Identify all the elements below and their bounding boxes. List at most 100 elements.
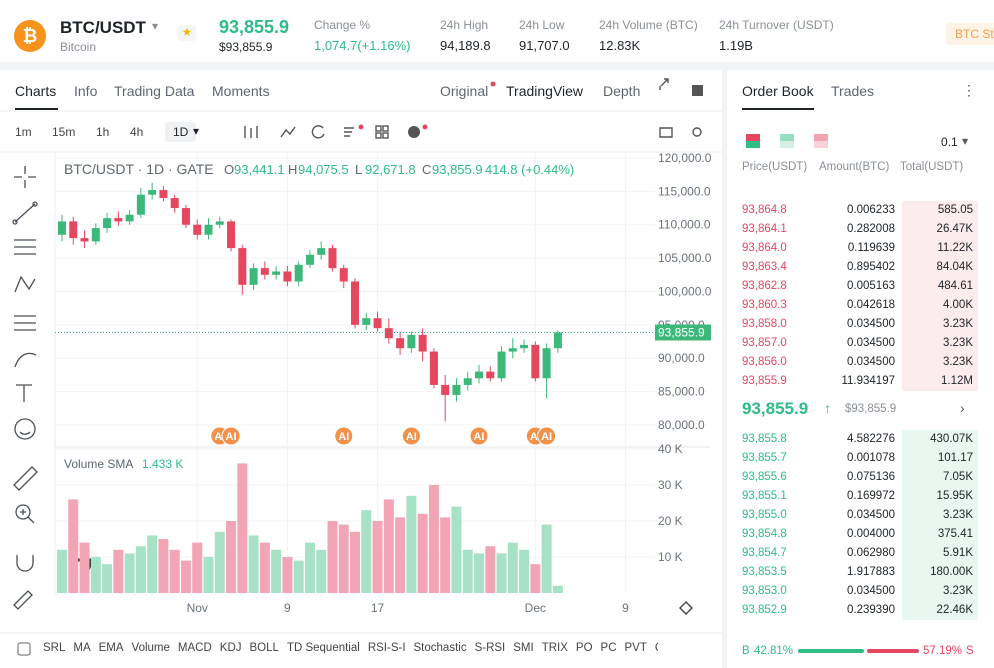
- indicator[interactable]: MA: [73, 642, 91, 654]
- view-tab[interactable]: TradingView: [506, 83, 584, 99]
- ob-cell: 93,855.7: [742, 452, 787, 464]
- ob-cell: 93,854.7: [742, 547, 787, 559]
- volume-title: Volume SMA: [64, 457, 134, 471]
- interval-more[interactable]: ▾: [193, 124, 200, 138]
- candle-body: [249, 268, 258, 285]
- volume-bar: [79, 542, 90, 593]
- ob-depth: [902, 296, 978, 315]
- y-tick-label: 105,000.0: [658, 251, 712, 265]
- volume-bar: [158, 539, 169, 593]
- tag[interactable]: BTC Sta: [946, 23, 994, 45]
- view-tab[interactable]: Depth: [603, 83, 641, 99]
- indicator[interactable]: SRL: [43, 642, 66, 654]
- indicator[interactable]: PVT: [624, 642, 647, 654]
- indicator[interactable]: BOLL: [249, 642, 279, 654]
- volume-tick-label: 10 K: [658, 550, 683, 564]
- ob-depth: [902, 487, 978, 506]
- indicator[interactable]: Volume: [131, 642, 170, 654]
- ob-menu[interactable]: ⋮: [962, 82, 976, 98]
- indicator[interactable]: PO: [575, 642, 593, 654]
- tab[interactable]: Info: [74, 83, 98, 99]
- dropdown[interactable]: ▾: [152, 19, 159, 33]
- volume-value: 1.433 K: [142, 457, 184, 471]
- interval[interactable]: 1m: [15, 125, 32, 139]
- candle-body: [317, 248, 326, 255]
- ob-tab[interactable]: Order Book: [742, 83, 814, 99]
- tab[interactable]: Trading Data: [114, 83, 195, 99]
- indicator[interactable]: Stochastic: [413, 642, 467, 654]
- candle-body: [553, 332, 562, 349]
- ob-depth: [902, 430, 978, 449]
- symbol[interactable]: BTC/USDT: [60, 18, 146, 37]
- y-tick-label: 115,000.0: [658, 184, 711, 198]
- ob-tab[interactable]: Trades: [831, 83, 875, 99]
- indicator[interactable]: SMI: [513, 642, 534, 654]
- indicator[interactable]: S-RSI: [474, 642, 506, 654]
- candle-body: [452, 384, 461, 395]
- stat-value: 12.83K: [599, 38, 641, 53]
- indicator[interactable]: EMA: [98, 642, 124, 654]
- view-tab[interactable]: Original: [440, 83, 489, 99]
- buy-bar: [798, 649, 864, 653]
- ob-cell: 0.034500: [847, 318, 895, 330]
- volume-bar: [147, 535, 158, 593]
- ob-cell: 11.934197: [841, 375, 895, 387]
- indicator[interactable]: CC: [655, 642, 658, 654]
- volume-bar: [361, 510, 372, 593]
- volume-bar: [180, 560, 191, 593]
- indicator[interactable]: RSI-S-I: [367, 642, 406, 654]
- chart-title: BTC/USDT · 1D · GATE: [64, 161, 214, 177]
- indicator[interactable]: TRIX: [541, 642, 568, 654]
- candle-body: [305, 254, 314, 265]
- indicator[interactable]: KDJ: [219, 642, 242, 654]
- ob-cell: 93,860.3: [742, 299, 787, 311]
- ob-cell: 15.95K: [936, 490, 973, 502]
- ob-cell: 3.23K: [942, 318, 973, 330]
- candle-body: [283, 271, 292, 282]
- buy-ratio: 42.81%: [754, 645, 794, 657]
- mid-chevron[interactable]: ›: [960, 400, 965, 416]
- ob-column: Price(USDT): [742, 161, 808, 173]
- ob-cell: 0.005163: [847, 280, 895, 292]
- tab[interactable]: Moments: [212, 83, 270, 99]
- header: [0, 0, 994, 62]
- volume-bar: [259, 542, 270, 593]
- ob-cell: 93,864.8: [742, 204, 787, 216]
- volume-bar: [214, 531, 225, 593]
- candle-body: [204, 224, 213, 235]
- mid-usd: $93,855.9: [845, 403, 897, 415]
- ob-cell: 0.042618: [847, 299, 895, 311]
- ob-cell: 0.004000: [847, 528, 895, 540]
- mid-price: 93,855.9: [742, 399, 809, 418]
- volume-tick-label: 40 K: [658, 442, 683, 456]
- ob-precision[interactable]: 0.1: [941, 135, 958, 149]
- tool-icons[interactable]: [12, 166, 38, 610]
- ob-cell: 0.034500: [847, 337, 895, 349]
- last-price: 93,855.9: [219, 17, 290, 37]
- interval[interactable]: 4h: [130, 125, 144, 139]
- ob-mode[interactable]: [746, 134, 760, 148]
- ob-depth: [902, 525, 978, 544]
- legend-key: L: [355, 162, 363, 177]
- interval[interactable]: 15m: [52, 125, 76, 139]
- ob-cell: 0.062980: [847, 547, 895, 559]
- volume-bar: [462, 549, 473, 593]
- tab[interactable]: Charts: [15, 83, 57, 99]
- volume-bar: [428, 485, 439, 593]
- ai-marker-label: AI: [530, 431, 541, 443]
- candle-body: [170, 198, 179, 209]
- ob-mode[interactable]: [780, 134, 794, 148]
- volume-bar: [372, 521, 383, 593]
- indicator[interactable]: PC: [600, 642, 617, 654]
- ob-cell: 93,853.5: [742, 566, 787, 578]
- interval[interactable]: 1D: [165, 122, 197, 142]
- candle-body: [384, 328, 393, 339]
- favorite[interactable]: ★: [178, 25, 196, 41]
- ob-cell: 93,856.0: [742, 356, 787, 368]
- toolbar-icons[interactable]: [244, 78, 702, 139]
- indicator[interactable]: MACD: [177, 642, 212, 654]
- ob-cell: 93,855.1: [742, 490, 787, 502]
- ob-mode[interactable]: [814, 134, 828, 148]
- interval[interactable]: 1h: [96, 125, 110, 139]
- indicator[interactable]: TD Sequential: [286, 642, 360, 654]
